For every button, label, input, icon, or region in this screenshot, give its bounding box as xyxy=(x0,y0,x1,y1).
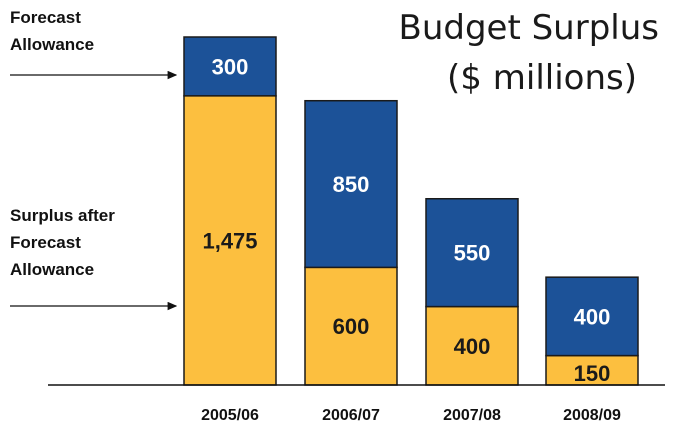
data-label: 600 xyxy=(333,314,370,339)
bar-surplus-2008-09 xyxy=(545,354,639,386)
x-tick-labels: 2005/06 2006/07 2007/08 2008/09 xyxy=(201,407,621,424)
annotation-line: Surplus after xyxy=(10,206,115,225)
x-tick-label: 2006/07 xyxy=(322,407,380,424)
data-label: 150 xyxy=(574,361,611,386)
bar-forecast-allowance-2005-06 xyxy=(183,36,277,97)
bar-surplus-2005-06 xyxy=(183,95,277,386)
data-label: 400 xyxy=(574,304,611,329)
x-tick-label: 2007/08 xyxy=(443,407,501,424)
x-tick-label: 2005/06 xyxy=(201,407,259,424)
data-label: 400 xyxy=(454,334,491,359)
data-label: 300 xyxy=(212,54,249,79)
annotation-surplus-after-forecast: Surplus after Forecast Allowance xyxy=(10,202,115,283)
bar-surplus-2006-07 xyxy=(304,266,398,386)
annotation-line: Allowance xyxy=(10,35,95,54)
chart-title: Budget Surplus xyxy=(398,8,660,48)
annotation-line: Forecast xyxy=(10,233,81,252)
bar-forecast-allowance-2007-08 xyxy=(425,197,519,308)
bar-forecast-allowance-2008-09 xyxy=(545,276,639,357)
bars-group: 1,475 300 600 850 400 550 150 400 xyxy=(183,36,639,386)
annotation-line: Forecast xyxy=(10,8,81,27)
annotation-line: Allowance xyxy=(10,260,95,279)
annotation-forecast-allowance: Forecast Allowance xyxy=(10,4,94,58)
data-label: 850 xyxy=(333,172,370,197)
chart-subtitle: ($ millions) xyxy=(447,58,637,98)
data-label: 550 xyxy=(454,241,491,266)
bar-forecast-allowance-2006-07 xyxy=(304,99,398,269)
x-tick-label: 2008/09 xyxy=(563,407,621,424)
data-label: 1,475 xyxy=(202,228,257,253)
